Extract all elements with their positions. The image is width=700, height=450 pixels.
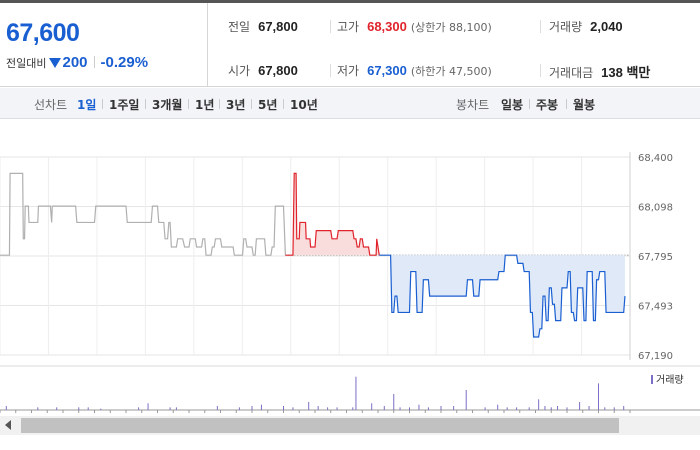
y-tick-label: 67,190 [638,351,673,362]
price-summary: 67,600 전일대비 200 -0.29% [0,3,208,87]
separator [251,99,252,109]
stat-prev-close: 전일 67,800 [228,19,298,34]
separator [219,99,220,109]
volume-legend-label: 거래량 [656,375,684,386]
change-row: 전일대비 200 -0.29% [6,54,148,71]
change-label: 전일대비 [6,57,47,70]
separator [529,99,530,109]
quote-header: 67,600 전일대비 200 -0.29% 전일 67,800 시가 67,800 고… [0,0,700,87]
line-chart-label: 선차트 [34,98,68,112]
separator [283,99,284,109]
price-series-line [0,172,286,256]
divider [540,20,541,33]
change-percent: -0.29% [100,54,149,71]
period-10year[interactable]: 10년 [290,98,318,112]
stat-volume: 거래량 2,040 [549,19,623,34]
period-1day[interactable]: 1일 [77,98,97,112]
current-price: 67,600 [6,19,80,47]
period-1year[interactable]: 1년 [195,98,215,112]
separator [145,99,146,109]
period-1week[interactable]: 1주일 [109,98,140,112]
volume-legend-swatch [651,375,653,384]
stat-low: 저가 67,300 (하한가 47,500) [337,63,492,78]
series-area [379,255,625,337]
divider [330,20,331,33]
price-series-line [379,254,626,338]
candle-weekly[interactable]: 주봉 [536,98,559,112]
y-tick-label: 68,400 [638,153,673,164]
separator [102,99,103,109]
change-value: 200 [62,54,88,71]
stat-open: 시가 67,800 [228,63,298,78]
candle-daily[interactable]: 일봉 [501,98,524,112]
period-3month[interactable]: 3개월 [152,98,183,112]
volume-legend: 거래량 [651,371,684,386]
stat-amount: 거래대금 138 백만 [549,65,651,80]
candle-monthly[interactable]: 월봉 [573,98,596,112]
divider [540,64,541,77]
divider [330,64,331,77]
scrollbar-thumb[interactable] [21,418,619,433]
period-5year[interactable]: 5년 [258,98,278,112]
period-3year[interactable]: 3년 [226,98,246,112]
y-tick-label: 67,493 [638,302,673,313]
separator [93,56,95,68]
candle-chart-label: 봉차트 [456,98,490,112]
y-tick-label: 67,795 [638,252,673,263]
y-tick-label: 68,098 [638,203,673,214]
period-selector: 선차트 1일 1주일 3개월 1년 3년 5년 10년 봉차트 일봉 주봉 월봉 [0,88,700,119]
horizontal-scrollbar[interactable] [0,416,700,435]
price-series-line [285,172,380,256]
scroll-left-arrow-icon[interactable] [5,420,11,430]
separator [188,99,189,109]
stat-high: 고가 68,300 (상한가 88,100) [337,19,492,34]
separator [566,99,567,109]
down-triangle-icon [49,58,62,68]
